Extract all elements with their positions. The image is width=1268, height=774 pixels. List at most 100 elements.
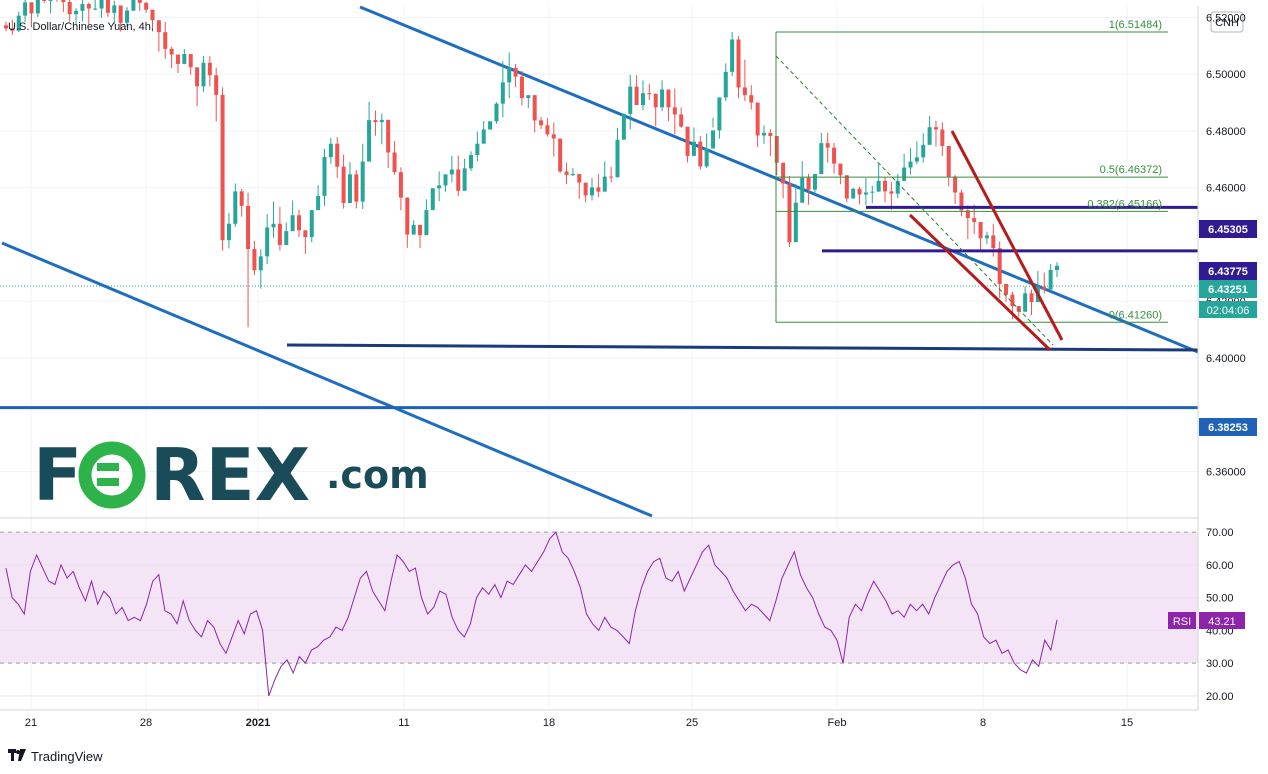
- candle-body: [602, 176, 607, 192]
- candle-body: [832, 147, 837, 164]
- candle: [519, 71, 524, 106]
- candle-body: [163, 32, 168, 49]
- candle-body: [940, 129, 945, 146]
- candle: [513, 63, 518, 88]
- price-pane[interactable]: 1(6.51484) 0.5(6.46372) 0.382(6.45166) 0(6.…: [0, 0, 1244, 710]
- candle: [851, 187, 856, 199]
- candle: [902, 153, 907, 181]
- time-tick-label: 8: [980, 717, 986, 729]
- candle: [341, 154, 346, 209]
- candle: [647, 83, 652, 100]
- candle-body: [150, 9, 155, 21]
- candle-body: [379, 119, 384, 123]
- candle: [590, 178, 595, 201]
- candle-body: [615, 139, 620, 178]
- price-badge-box: [1199, 418, 1257, 436]
- candle-body: [953, 176, 958, 193]
- candle: [532, 95, 537, 133]
- candle-body: [214, 75, 219, 95]
- candle-body: [914, 157, 919, 162]
- candle: [634, 75, 639, 106]
- candle: [93, 0, 98, 11]
- candle: [921, 133, 926, 163]
- rsi-tick-label: 60.00: [1206, 560, 1234, 572]
- candle-body: [570, 174, 575, 176]
- candle-body: [144, 2, 149, 10]
- candle: [169, 46, 174, 69]
- support-trendline[interactable]: [286, 343, 1199, 352]
- price-axis[interactable]: 6.520006.500006.480006.460006.420006.400…: [1206, 12, 1246, 478]
- candle: [481, 120, 486, 144]
- candle-body: [201, 62, 206, 87]
- candle-body: [660, 89, 665, 108]
- candle-body: [220, 94, 225, 241]
- candle-body: [405, 197, 410, 235]
- candle: [736, 36, 741, 99]
- fibonacci-retracement[interactable]: 1(6.51484) 0.5(6.46372) 0.382(6.45166) 0(6.…: [775, 19, 1168, 323]
- rsi-pane[interactable]: [0, 531, 1198, 697]
- candle: [539, 117, 544, 129]
- time-axis[interactable]: 21 28 2021 11 18 25 Feb 8 15: [25, 717, 1133, 729]
- candle: [755, 102, 760, 148]
- candle: [984, 231, 989, 244]
- candle: [328, 138, 333, 164]
- candle-body: [322, 157, 327, 196]
- candle-body: [392, 152, 397, 173]
- tradingview-brand[interactable]: TradingView: [31, 748, 103, 764]
- candle: [398, 167, 403, 211]
- candle-body: [48, 0, 53, 1]
- candle-body: [679, 114, 684, 127]
- candle-body: [468, 155, 473, 169]
- candle: [1055, 262, 1059, 278]
- candle-body: [494, 103, 499, 122]
- candle: [615, 127, 620, 178]
- candle-body: [628, 86, 633, 114]
- price-tick-label: 6.36000: [1206, 467, 1246, 479]
- candle-body: [774, 136, 779, 163]
- candle-body: [175, 54, 180, 64]
- candle-body: [526, 95, 531, 98]
- chart-title: U.S. Dollar/Chinese Yuan, 4h,: [8, 21, 154, 33]
- candle-body: [354, 174, 359, 202]
- candle-body: [545, 125, 550, 135]
- candle-body: [1055, 265, 1059, 271]
- candle: [793, 183, 798, 243]
- time-tick-label: 28: [140, 717, 152, 729]
- candle: [233, 183, 238, 227]
- lower-descending-trendline[interactable]: [1, 241, 653, 518]
- candle-body: [462, 168, 467, 191]
- candle-body: [131, 0, 136, 11]
- candle: [418, 224, 423, 249]
- wedge-upper-line[interactable]: [950, 130, 1064, 341]
- candle-body: [704, 148, 709, 167]
- candle-body: [481, 129, 486, 144]
- candle-body: [863, 192, 868, 195]
- candle-body: [768, 132, 773, 137]
- candle: [475, 131, 480, 162]
- candle-body: [386, 119, 391, 153]
- candle-body: [793, 202, 798, 243]
- candle: [972, 204, 977, 234]
- candle-body: [195, 67, 200, 87]
- candle: [768, 129, 773, 157]
- candle-body: [398, 172, 403, 198]
- candle-body: [730, 39, 735, 72]
- candle-body: [67, 2, 72, 15]
- candle: [284, 222, 289, 246]
- candle-body: [309, 210, 314, 238]
- candle-body: [532, 95, 537, 121]
- candle-body: [449, 169, 454, 175]
- horizontal-levels[interactable]: [0, 205, 1198, 410]
- candle: [933, 120, 938, 147]
- upper-descending-trendline[interactable]: [359, 5, 1199, 354]
- candle: [927, 115, 932, 145]
- wedge-lower-line[interactable]: [908, 213, 1052, 352]
- candle: [488, 121, 493, 130]
- candle: [978, 222, 983, 252]
- forex-logo-letter-f: F: [33, 433, 82, 517]
- candle: [297, 209, 302, 238]
- currency-badge[interactable]: [1210, 11, 1244, 33]
- footer[interactable]: TradingView: [8, 745, 103, 767]
- candle: [812, 174, 817, 195]
